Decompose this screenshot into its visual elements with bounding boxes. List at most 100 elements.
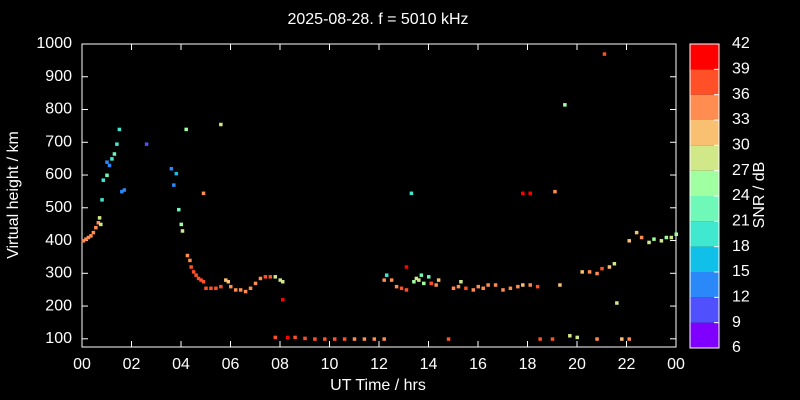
data-point [417, 278, 421, 282]
data-point [575, 335, 579, 340]
data-point [553, 189, 557, 194]
data-point [419, 273, 424, 277]
data-point [639, 235, 644, 240]
data-point [323, 337, 327, 341]
colorbar-band [690, 196, 719, 222]
data-point [647, 240, 651, 245]
data-point [422, 281, 426, 286]
data-point [627, 337, 631, 341]
x-tick-label: 06 [222, 356, 240, 373]
data-point [580, 270, 584, 274]
colorbar-tick-label: 9 [732, 314, 741, 331]
data-point [493, 283, 498, 287]
data-point [399, 286, 404, 291]
data-point [664, 235, 669, 240]
data-point [89, 234, 93, 238]
data-point [201, 279, 206, 284]
data-point [394, 284, 399, 289]
colorbar-band [690, 120, 719, 146]
data-point [615, 301, 619, 305]
x-tick-label: 18 [519, 356, 537, 373]
data-point [263, 275, 268, 279]
data-point [105, 173, 109, 178]
data-point [81, 239, 86, 243]
data-point [568, 334, 572, 338]
data-point [196, 276, 201, 281]
data-point [96, 221, 101, 225]
data-point [184, 127, 188, 132]
colorbar-band [690, 246, 719, 272]
data-point [99, 222, 103, 227]
colorbar-band [690, 272, 719, 298]
data-point [528, 191, 532, 196]
data-point [587, 270, 592, 274]
data-point [144, 142, 149, 146]
data-point [224, 278, 228, 282]
colorbar-band [690, 297, 719, 323]
data-point [446, 337, 451, 341]
data-point [273, 335, 278, 340]
data-point [226, 279, 231, 284]
x-tick-label: 14 [420, 356, 438, 373]
colorbar-tick-label: 18 [732, 238, 750, 255]
data-point [486, 283, 490, 287]
data-point [229, 284, 233, 289]
colorbar-tick-label: 6 [732, 339, 741, 356]
colorbar-tick-label: 21 [732, 213, 750, 230]
data-point [101, 178, 106, 182]
data-point [382, 278, 386, 282]
colorbar-tick-label: 27 [732, 162, 750, 179]
data-point [100, 198, 104, 202]
data-point [191, 270, 196, 274]
data-point [362, 337, 367, 341]
data-point [409, 191, 414, 196]
data-point [352, 337, 357, 341]
colorbar-band [690, 322, 719, 348]
data-point [535, 284, 540, 289]
data-point [459, 279, 463, 284]
data-point [117, 127, 122, 132]
data-point [194, 273, 198, 277]
data-point [538, 337, 542, 341]
data-point [179, 222, 183, 227]
x-tick-label: 16 [469, 356, 487, 373]
data-point [293, 335, 297, 340]
data-point [456, 284, 461, 289]
colorbar-tick-label: 39 [732, 61, 750, 78]
y-tick-label: 800 [45, 101, 72, 118]
colorbar-band [690, 145, 719, 171]
colorbar-tick-label: 15 [732, 263, 750, 280]
colorbar-band [690, 69, 719, 95]
data-point [550, 337, 555, 341]
y-tick-label: 300 [45, 265, 72, 282]
chart-title: 2025-08-28. f = 5010 kHz [287, 11, 468, 28]
data-point [528, 283, 532, 287]
y-tick-label: 500 [45, 199, 72, 216]
data-point [285, 335, 290, 340]
y-tick-label: 900 [45, 68, 72, 85]
data-point [414, 276, 419, 281]
data-point [612, 261, 617, 266]
x-tick-label: 00 [667, 356, 685, 373]
data-point [86, 235, 91, 240]
colorbar-band [690, 94, 719, 120]
data-point [429, 281, 433, 286]
data-point [434, 283, 438, 287]
data-point [303, 336, 307, 341]
data-point [105, 160, 109, 164]
x-tick-label: 12 [370, 356, 388, 373]
data-point [372, 337, 377, 341]
colorbar-label: SNR / dB [751, 162, 768, 229]
data-point [172, 183, 176, 187]
data-point [595, 271, 599, 276]
data-point [219, 122, 223, 127]
colorbar-tick-label: 36 [732, 86, 750, 103]
data-point [253, 281, 258, 286]
data-point [451, 286, 456, 291]
data-point [464, 286, 468, 291]
data-point [563, 103, 567, 107]
data-point [122, 188, 127, 192]
